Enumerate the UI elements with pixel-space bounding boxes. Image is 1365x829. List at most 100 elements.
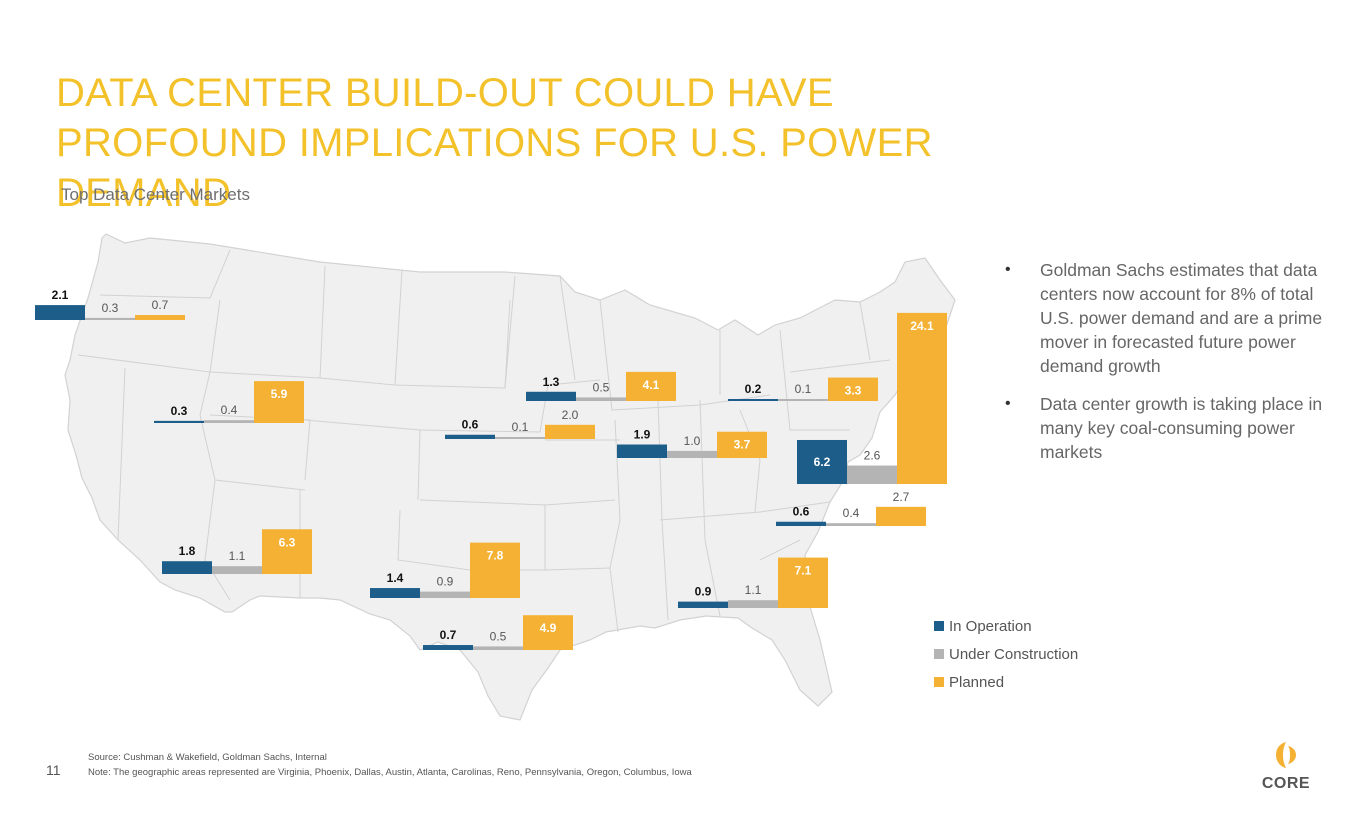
us-map-chart: 2.10.3 0.70.3 0.45.91.8 1.16.31.4 0.97.80.7 0… — [35, 233, 956, 721]
data-label: 0.7 — [440, 628, 457, 642]
legend-swatch-under-construction — [934, 649, 944, 659]
data-label: 1.0 — [684, 434, 701, 448]
legend-item-planned: Planned — [934, 668, 1078, 696]
market-group-austin: 0.7 0.5 4.9 — [423, 615, 573, 650]
bar-under-construction — [728, 600, 778, 608]
market-group-phoenix: 1.8 1.1 6.3 — [162, 529, 312, 574]
data-label: 0.5 — [490, 629, 507, 643]
data-label: 0.3 — [102, 301, 119, 315]
bar-in-operation — [526, 391, 576, 401]
data-label: 0.6 — [462, 418, 479, 432]
data-label: 24.1 — [910, 319, 934, 333]
data-label: 0.9 — [437, 575, 454, 589]
bar-in-operation — [728, 399, 778, 401]
bullet-list: • Goldman Sachs estimates that data cente… — [1005, 258, 1340, 478]
data-label: 3.3 — [845, 384, 862, 398]
data-label: 0.4 — [843, 506, 860, 520]
chart-legend: In Operation Under Construction Planned — [934, 612, 1078, 696]
bar-planned — [778, 557, 828, 608]
us-map — [64, 233, 956, 721]
bar-under-construction — [826, 523, 876, 526]
data-label: 2.7 — [893, 490, 910, 504]
data-label: 1.3 — [543, 375, 560, 389]
market-group-chicago: 1.3 0.5 4.1 — [526, 371, 676, 401]
bar-planned — [626, 371, 676, 401]
bar-under-construction — [847, 465, 897, 484]
data-label: 1.1 — [745, 583, 762, 597]
bullet-text: Goldman Sachs estimates that data center… — [1040, 260, 1323, 376]
data-label: 7.1 — [795, 564, 812, 578]
bar-under-construction — [85, 317, 135, 320]
bar-in-operation — [617, 444, 667, 458]
data-label: 2.6 — [864, 449, 881, 463]
data-label: 6.2 — [814, 455, 831, 469]
chart-subtitle: Top Data Center Markets — [61, 185, 250, 204]
bar-planned — [897, 312, 947, 484]
areas-note: Note: The geographic areas represented a… — [88, 767, 692, 778]
data-label: 1.1 — [229, 549, 246, 563]
market-group-oregon: 2.1 0.3 0.7 — [35, 288, 185, 320]
data-label: 0.3 — [171, 404, 188, 418]
market-group-columbus: 1.9 1.0 3.7 — [617, 428, 767, 458]
bar-under-construction — [204, 420, 254, 423]
bar-in-operation — [162, 561, 212, 574]
data-label: 0.7 — [152, 298, 169, 312]
legend-label: Under Construction — [949, 645, 1079, 663]
data-label: 0.2 — [745, 382, 762, 396]
legend-label: Planned — [949, 673, 1005, 691]
data-label: 0.1 — [795, 382, 812, 396]
bar-under-construction — [778, 399, 828, 401]
market-group-pennsylvania: 0.2 0.1 3.3 — [728, 377, 878, 401]
data-label: 5.9 — [271, 387, 288, 401]
data-label: 2.0 — [562, 408, 579, 422]
bar-in-operation — [445, 434, 495, 439]
bullet-icon: • — [1005, 261, 1011, 278]
data-label: 0.6 — [793, 505, 810, 519]
data-label: 0.9 — [695, 585, 712, 599]
core-logo: CORE — [1258, 740, 1314, 793]
legend-item-under-construction: Under Construction — [934, 640, 1078, 668]
data-label: 6.3 — [279, 535, 296, 549]
market-group-atlanta: 0.9 1.1 7.1 — [678, 557, 828, 608]
bar-in-operation — [797, 439, 847, 484]
bar-in-operation — [370, 588, 420, 598]
market-group-carolinas: 0.6 0.4 2.7 — [776, 490, 926, 526]
legend-item-in-operation: In Operation — [934, 612, 1078, 640]
bar-planned — [254, 381, 304, 423]
bar-planned — [717, 431, 767, 458]
bar-in-operation — [776, 521, 826, 526]
data-label: 0.5 — [593, 380, 610, 394]
data-label: 2.1 — [52, 288, 69, 302]
bar-under-construction — [576, 397, 626, 401]
market-group-iowa: 0.6 0.1 2.0 — [445, 408, 595, 439]
core-logo-icon — [1276, 742, 1296, 768]
bullet-text: Data center growth is taking place in ma… — [1040, 394, 1323, 462]
market-group-virginia: 6.2 2.6 24.1 — [797, 312, 947, 484]
market-group-dallas: 1.4 0.9 7.8 — [370, 542, 520, 598]
bar-under-construction — [212, 566, 262, 574]
logo-text: CORE — [1261, 775, 1311, 792]
slide-title: DATA CENTER BUILD-OUT COULD HAVE PROFOUN… — [56, 71, 933, 215]
bar-in-operation — [154, 420, 204, 423]
bar-planned — [470, 542, 520, 598]
data-label: 0.1 — [512, 420, 529, 434]
page-number: 11 — [46, 762, 61, 778]
bar-planned — [828, 377, 878, 401]
bar-in-operation — [423, 645, 473, 650]
bar-planned — [545, 424, 595, 439]
source-note: Source: Cushman & Wakefield, Goldman Sac… — [88, 752, 327, 763]
data-label: 0.4 — [221, 403, 238, 417]
data-label: 7.8 — [487, 549, 504, 563]
bar-under-construction — [420, 591, 470, 598]
market-group-reno: 0.3 0.4 5.9 — [154, 381, 304, 423]
bar-planned — [523, 615, 573, 650]
bar-planned — [262, 529, 312, 574]
data-label: 3.7 — [734, 438, 751, 452]
bar-planned — [876, 506, 926, 526]
chart-bars: 2.10.3 0.70.3 0.45.91.8 1.16.31.4 0.97.80.7 0… — [35, 288, 947, 650]
bullet-icon: • — [1005, 395, 1011, 412]
data-label: 4.1 — [643, 378, 660, 392]
legend-label: In Operation — [949, 617, 1032, 635]
data-label: 1.8 — [179, 544, 196, 558]
data-label: 4.9 — [540, 621, 557, 635]
